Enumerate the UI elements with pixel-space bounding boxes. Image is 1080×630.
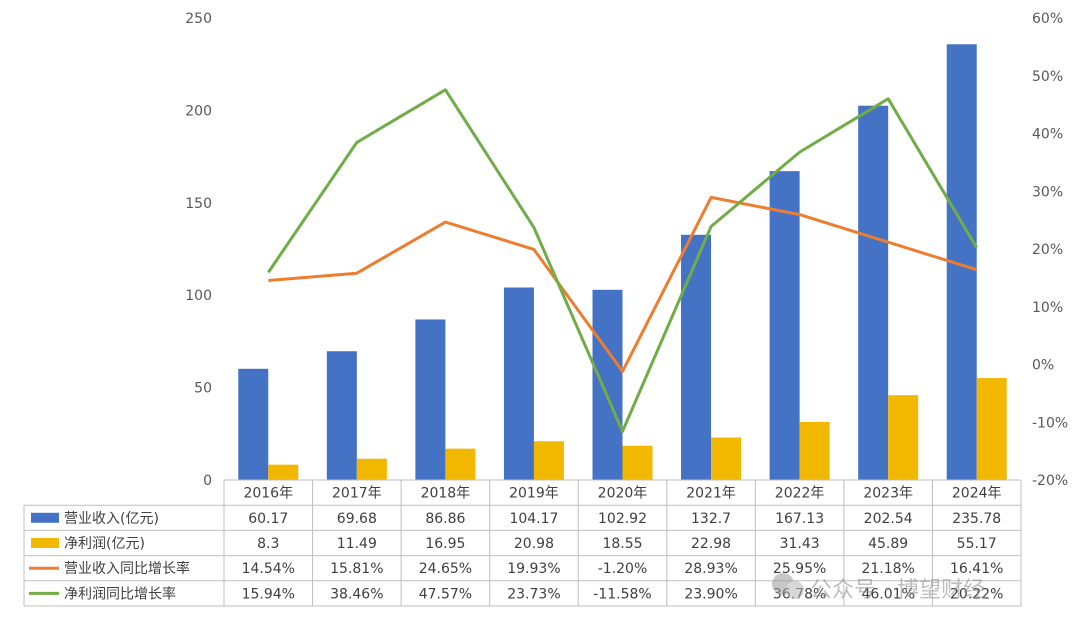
data-label: 23.90%	[684, 586, 737, 602]
watermark: 公众号 · 博望财经	[772, 573, 985, 603]
data-label: 25.95%	[773, 561, 826, 577]
category-label: 2017年	[332, 486, 382, 502]
revenue-bar	[592, 289, 623, 480]
right-axis-tick-label: 50%	[1032, 69, 1063, 85]
profit-bar	[799, 421, 830, 480]
profit-bar	[622, 445, 653, 480]
data-label: 47.57%	[419, 586, 472, 602]
data-label: 55.17	[957, 536, 997, 552]
category-label: 2019年	[509, 486, 559, 502]
revenue-growth-line	[268, 195, 978, 373]
left-axis-tick-label: 150	[185, 196, 212, 212]
data-label: -11.58%	[593, 586, 651, 602]
data-label: 16.41%	[950, 561, 1003, 577]
legend-label: 营业收入同比增长率	[64, 560, 190, 577]
wechat-icon	[786, 581, 804, 599]
category-label: 2023年	[863, 486, 913, 502]
profit-growth-line	[267, 88, 978, 433]
left-axis-tick-label: 100	[185, 288, 212, 304]
legend-key	[31, 538, 59, 548]
left-axis-tick-label: 50	[194, 381, 212, 397]
category-label: 2021年	[686, 486, 736, 502]
revenue-bar	[326, 351, 357, 480]
left-axis-tick-label: 250	[185, 11, 212, 27]
data-label: 22.98	[691, 536, 731, 552]
revenue-bar	[769, 171, 800, 481]
data-label: 11.49	[337, 536, 377, 552]
data-label: 202.54	[864, 511, 913, 527]
data-label: 16.95	[425, 536, 465, 552]
right-axis-tick-label: 30%	[1032, 184, 1063, 200]
data-label: 15.94%	[242, 586, 295, 602]
revenue-bar	[415, 319, 446, 480]
data-label: 15.81%	[330, 561, 383, 577]
data-label: 45.89	[868, 536, 908, 552]
legend-label: 营业收入(亿元)	[64, 511, 159, 527]
data-label: 104.17	[509, 511, 558, 527]
legend-label: 净利润(亿元)	[64, 536, 145, 552]
data-label: 69.68	[337, 511, 377, 527]
category-label: 2016年	[243, 486, 293, 502]
data-label: 14.54%	[242, 561, 295, 577]
profit-bar	[533, 441, 564, 480]
profit-bar	[976, 378, 1007, 480]
data-label: 18.55	[602, 536, 642, 552]
data-label: 24.65%	[419, 561, 472, 577]
data-label: 23.73%	[507, 586, 560, 602]
data-label: 60.17	[248, 511, 288, 527]
category-label: 2018年	[421, 486, 471, 502]
right-axis-tick-label: 20%	[1032, 242, 1063, 258]
profit-bar	[356, 458, 387, 480]
legend-label: 净利润同比增长率	[64, 585, 176, 602]
right-axis-tick-label: 40%	[1032, 127, 1063, 143]
right-axis-tick-label: -20%	[1032, 473, 1068, 489]
data-label: 28.93%	[684, 561, 737, 577]
revenue-bar	[238, 368, 269, 480]
right-axis-tick-label: 10%	[1032, 300, 1063, 316]
revenue-bar	[503, 287, 534, 480]
revenue-bar	[681, 234, 712, 480]
category-label: 2022年	[775, 486, 825, 502]
data-label: 38.46%	[330, 586, 383, 602]
data-label: 21.18%	[861, 561, 914, 577]
data-label: 132.7	[691, 511, 731, 527]
category-label: 2024年	[952, 486, 1002, 502]
data-label: 31.43	[780, 536, 820, 552]
data-label: 8.3	[257, 536, 279, 552]
data-label: 46.01%	[861, 586, 914, 602]
data-label: 102.92	[598, 511, 647, 527]
profit-bar	[445, 448, 476, 480]
revenue-bar	[858, 105, 889, 480]
data-label: -1.20%	[598, 561, 648, 577]
data-label: 19.93%	[507, 561, 560, 577]
data-label: 20.98	[514, 536, 554, 552]
data-label: 86.86	[425, 511, 465, 527]
data-label: 235.78	[952, 511, 1001, 527]
profit-bar	[711, 437, 742, 480]
right-axis-tick-label: -10%	[1032, 415, 1068, 431]
profit-bar	[268, 464, 299, 480]
right-axis-tick-label: 0%	[1032, 358, 1054, 374]
left-axis-tick-label: 200	[185, 103, 212, 119]
category-label: 2020年	[598, 486, 648, 502]
data-label: 167.13	[775, 511, 824, 527]
left-axis-tick-label: 0	[203, 473, 212, 489]
profit-bar	[888, 395, 919, 480]
watermark-text: 公众号 · 博望财经	[810, 578, 985, 603]
legend-key	[31, 512, 59, 523]
right-axis-tick-label: 60%	[1032, 11, 1063, 27]
data-label: 20.22%	[950, 586, 1003, 602]
